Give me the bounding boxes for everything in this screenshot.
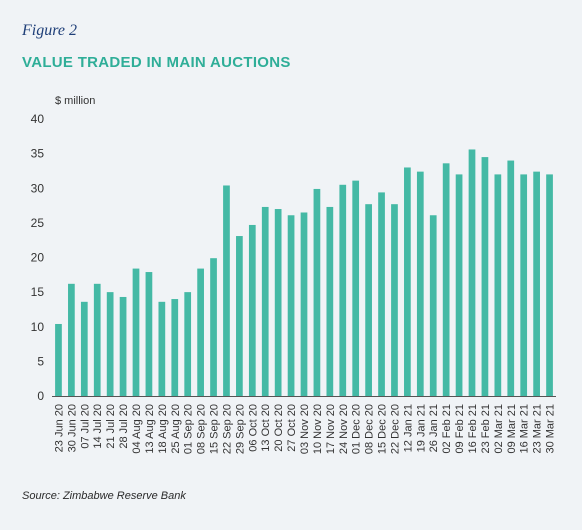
x-tick-label: 20 Oct 20 (273, 404, 285, 452)
x-tick-label: 18 Aug 20 (157, 404, 169, 454)
bar (80, 301, 88, 396)
bar (339, 184, 347, 396)
bar (507, 160, 515, 396)
bar (119, 296, 127, 396)
bar (197, 268, 204, 396)
bar (533, 171, 540, 396)
bar (158, 301, 166, 396)
bar (287, 215, 295, 396)
y-tick-label: 25 (31, 216, 45, 230)
bars-group (55, 149, 553, 396)
y-tick-label: 0 (37, 389, 44, 403)
bar (184, 292, 192, 396)
x-tick-label: 02 Feb 21 (441, 404, 453, 454)
x-tick-label: 02 Mar 21 (493, 404, 505, 454)
bar (442, 163, 450, 396)
x-tick-label: 13 Oct 20 (260, 404, 272, 452)
y-tick-label: 30 (31, 181, 45, 195)
x-tick-label: 16 Mar 21 (519, 404, 531, 454)
bar (404, 167, 411, 396)
bar (481, 157, 489, 396)
x-tick-label: 19 Jan 21 (415, 404, 427, 452)
x-tick-label: 17 Nov 20 (325, 404, 337, 454)
y-tick-label: 10 (31, 320, 45, 334)
x-tick-label: 04 Aug 20 (131, 404, 143, 454)
x-tick-label: 25 Aug 20 (170, 404, 182, 454)
x-tick-label: 28 Jul 20 (118, 404, 130, 449)
x-tick-label: 23 Feb 21 (480, 404, 492, 454)
bar (468, 149, 476, 396)
y-tick-label: 40 (31, 112, 45, 126)
bar (365, 204, 372, 396)
x-tick-label: 08 Dec 20 (364, 404, 376, 454)
bar (391, 204, 398, 396)
x-tick-label: 15 Sep 20 (209, 404, 221, 454)
figure-label: Figure 2 (22, 22, 77, 39)
bar (416, 171, 424, 396)
bar (274, 209, 282, 396)
x-tick-label: 12 Jan 21 (402, 404, 414, 452)
x-tick-label: 16 Feb 21 (467, 404, 479, 454)
x-tick-label: 22 Sep 20 (221, 404, 233, 454)
y-tick-label: 35 (31, 147, 45, 161)
bar (326, 206, 334, 396)
bar (248, 224, 256, 396)
x-tick-label: 27 Oct 20 (286, 404, 298, 452)
bar (494, 174, 502, 396)
y-axis: 0 5 10 15 20 25 30 35 40 (31, 112, 45, 403)
source-note: Source: Zimbabwe Reserve Bank (22, 490, 186, 502)
x-tick-label: 10 Nov 20 (312, 404, 324, 454)
bar (171, 299, 179, 396)
x-tick-label: 30 Mar 21 (545, 404, 557, 454)
chart-title: VALUE TRADED IN MAIN AUCTIONS (22, 54, 291, 71)
x-tick-label: 14 Jul 20 (92, 404, 104, 449)
x-tick-label: 29 Sep 20 (234, 404, 246, 454)
bar (106, 292, 114, 396)
bar (378, 192, 385, 396)
bar (300, 212, 308, 396)
y-axis-unit-label: $ million (55, 95, 95, 107)
bar (455, 174, 463, 396)
x-tick-label: 09 Mar 21 (506, 404, 518, 454)
x-tick-label: 26 Jan 21 (428, 404, 440, 452)
y-tick-label: 15 (31, 285, 45, 299)
bar (145, 272, 153, 396)
bar (520, 174, 528, 396)
x-tick-label: 22 Dec 20 (389, 404, 401, 454)
x-tick-label: 01 Sep 20 (183, 404, 195, 454)
x-tick-label: 06 Oct 20 (247, 404, 259, 452)
bar (132, 268, 140, 396)
x-tick-label: 23 Jun 20 (53, 404, 65, 452)
y-tick-label: 5 (37, 354, 44, 368)
x-tick-label: 08 Sep 20 (196, 404, 208, 454)
x-tick-label: 09 Feb 21 (454, 404, 466, 454)
x-tick-label: 23 Mar 21 (532, 404, 544, 454)
x-axis: 23 Jun 20 30 Jun 20 07 Jul 20 14 Jul 20 21 J… (53, 404, 556, 454)
x-tick-label: 13 Aug 20 (144, 404, 156, 454)
bar (93, 283, 101, 396)
bar (223, 185, 230, 396)
x-tick-label: 03 Nov 20 (299, 404, 311, 454)
x-tick-label: 01 Dec 20 (351, 404, 363, 454)
bar (236, 236, 243, 396)
y-tick-label: 20 (31, 251, 45, 265)
bar (429, 215, 437, 396)
x-tick-label: 24 Nov 20 (338, 404, 350, 454)
bar (261, 206, 269, 396)
x-tick-label: 30 Jun 20 (66, 404, 78, 452)
bar (546, 174, 553, 396)
bar (210, 258, 217, 396)
bar (68, 283, 75, 396)
x-tick-label: 21 Jul 20 (105, 404, 117, 449)
bar (55, 323, 62, 396)
bar (313, 188, 321, 396)
x-tick-label: 15 Dec 20 (377, 404, 389, 454)
x-tick-label: 07 Jul 20 (79, 404, 91, 449)
bar (352, 180, 360, 396)
